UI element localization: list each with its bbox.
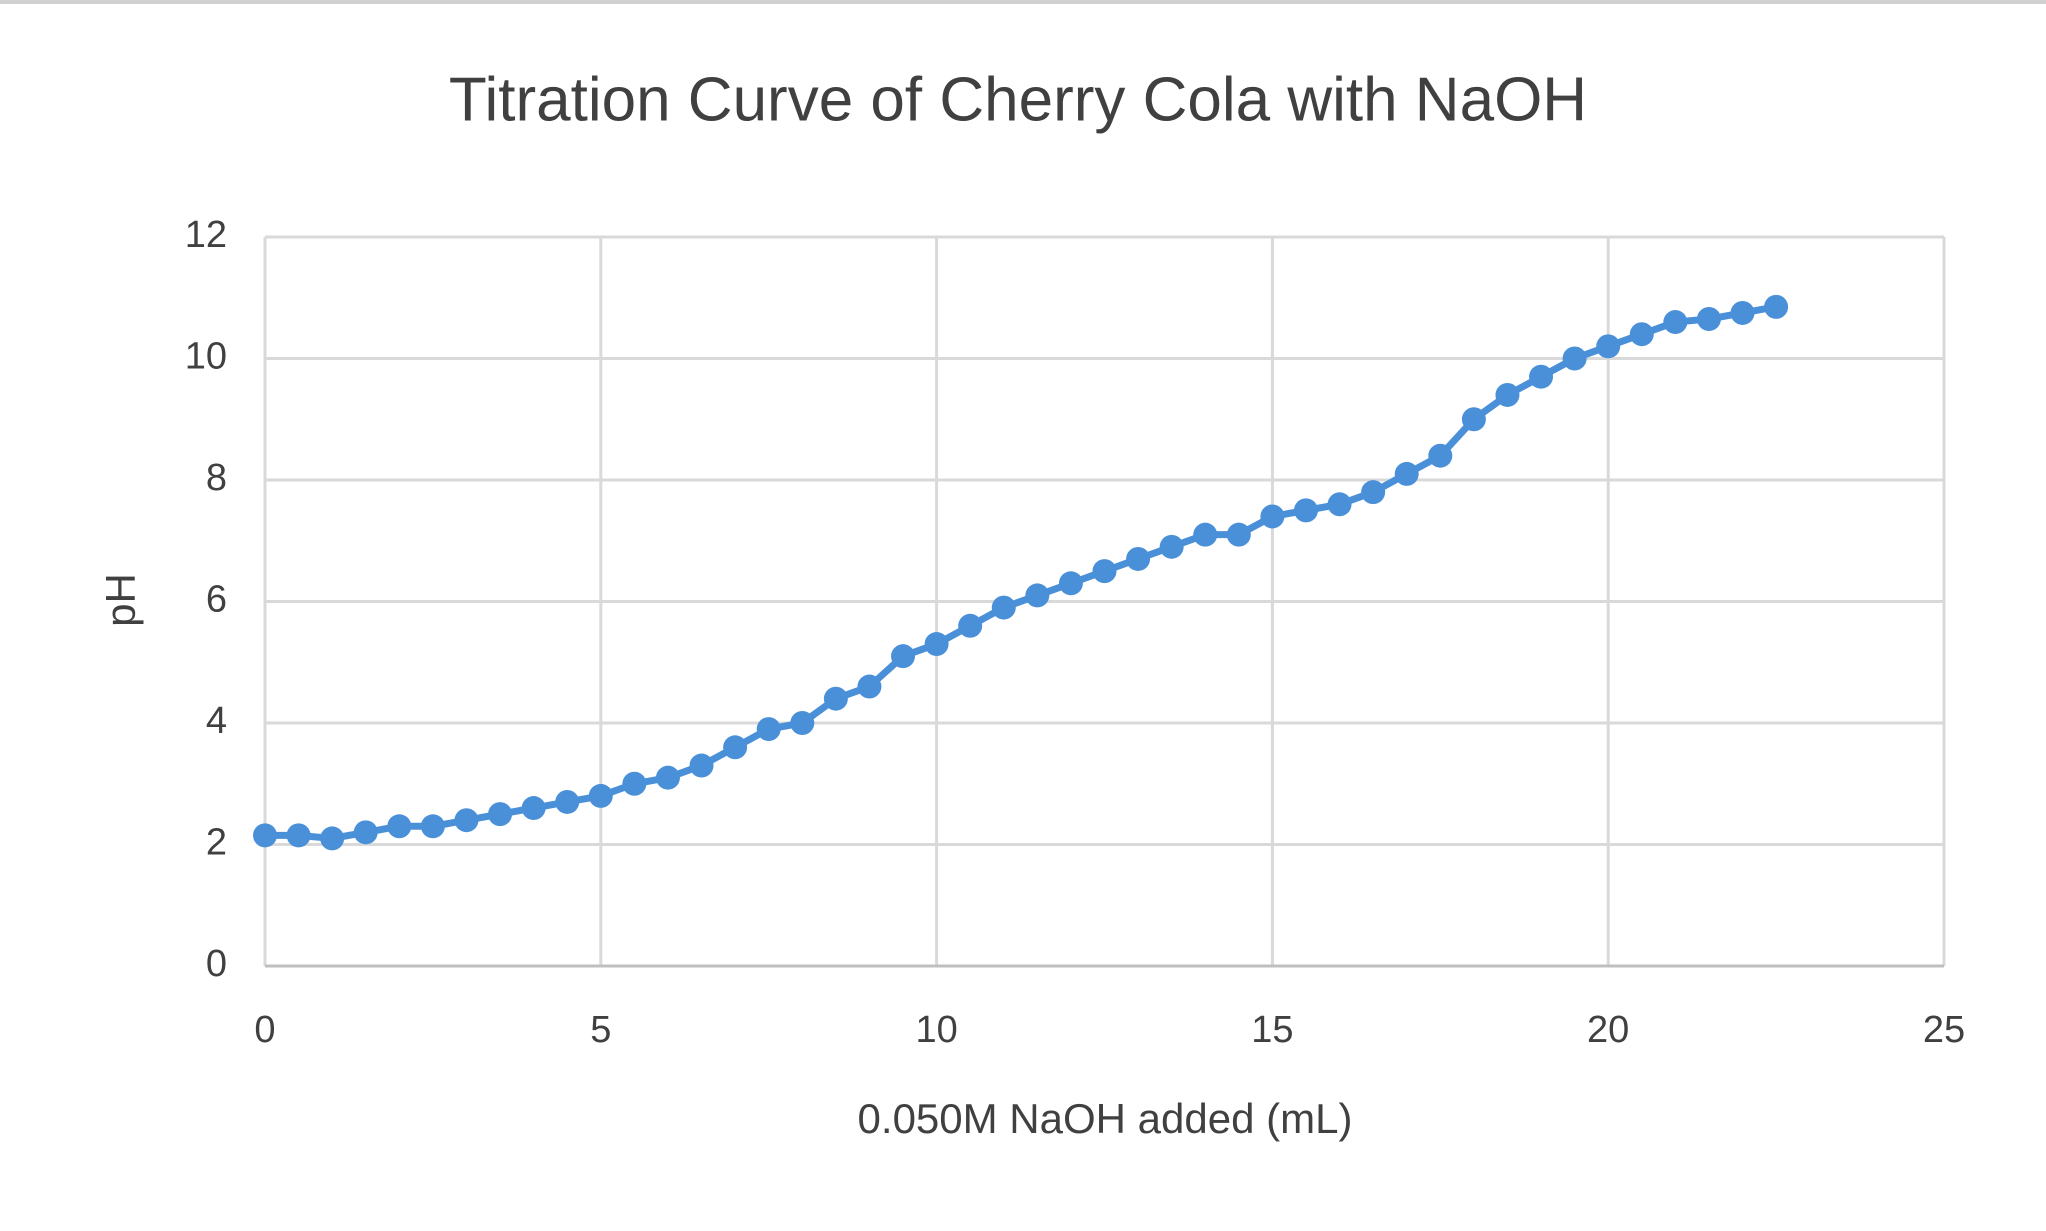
x-axis-label: 0.050M NaOH added (mL)	[858, 1095, 1353, 1142]
data-point	[891, 644, 916, 669]
data-point	[790, 711, 815, 735]
data-point	[1126, 546, 1151, 571]
x-tick-label: 15	[1251, 1009, 1293, 1051]
data-point	[1461, 407, 1486, 432]
data-point	[1663, 310, 1688, 335]
y-tick-label: 6	[206, 579, 227, 621]
data-point	[1092, 559, 1117, 584]
data-point	[958, 613, 983, 638]
data-point	[1629, 322, 1654, 347]
data-point	[555, 789, 580, 814]
data-point	[991, 595, 1016, 620]
data-point	[1058, 571, 1083, 596]
data-point	[1327, 492, 1352, 517]
trend-line	[265, 303, 1777, 842]
y-tick-label: 2	[206, 822, 227, 864]
x-tick-label: 20	[1587, 1009, 1629, 1051]
data-point	[689, 753, 714, 778]
data-point	[857, 674, 882, 699]
y-tick-label: 8	[206, 457, 227, 499]
data-point	[488, 802, 513, 827]
data-point	[1025, 583, 1050, 608]
x-tick-label: 0	[254, 1009, 275, 1051]
data-point	[1428, 443, 1453, 468]
data-point	[1293, 498, 1318, 523]
chart-title: Titration Curve of Cherry Cola with NaOH	[449, 65, 1587, 134]
data-point	[353, 820, 378, 845]
data-point	[1730, 300, 1755, 325]
data-point	[1529, 364, 1554, 389]
x-tick-label: 5	[590, 1009, 611, 1051]
data-point	[454, 808, 479, 833]
data-point	[1394, 461, 1419, 486]
data-point	[1361, 480, 1386, 505]
data-point	[1159, 534, 1184, 559]
x-tick-label: 25	[1923, 1009, 1965, 1051]
data-point	[924, 632, 949, 657]
y-tick-label: 0	[206, 943, 227, 985]
data-point	[588, 783, 613, 808]
data-point	[1764, 294, 1789, 319]
y-tick-label: 4	[206, 700, 227, 742]
data-point	[756, 717, 781, 742]
y-tick-label: 12	[185, 214, 227, 256]
data-point	[1562, 346, 1587, 371]
data-point	[1193, 522, 1218, 547]
data-point	[723, 735, 748, 760]
x-tick-label: 10	[915, 1009, 957, 1051]
data-point	[1495, 382, 1520, 407]
data-point	[420, 814, 445, 839]
data-point	[521, 796, 546, 821]
y-tick-label: 10	[185, 336, 227, 378]
data-point	[253, 823, 277, 848]
data-point	[387, 814, 412, 839]
data-point	[320, 826, 345, 851]
data-point	[286, 823, 311, 848]
data-point	[1226, 522, 1251, 547]
y-axis-label: pH	[97, 573, 144, 627]
data-point	[655, 765, 680, 790]
data-point	[1696, 307, 1721, 332]
data-point	[622, 771, 647, 796]
data-point	[823, 686, 848, 711]
data-point	[1260, 504, 1285, 529]
data-point	[1596, 334, 1621, 359]
